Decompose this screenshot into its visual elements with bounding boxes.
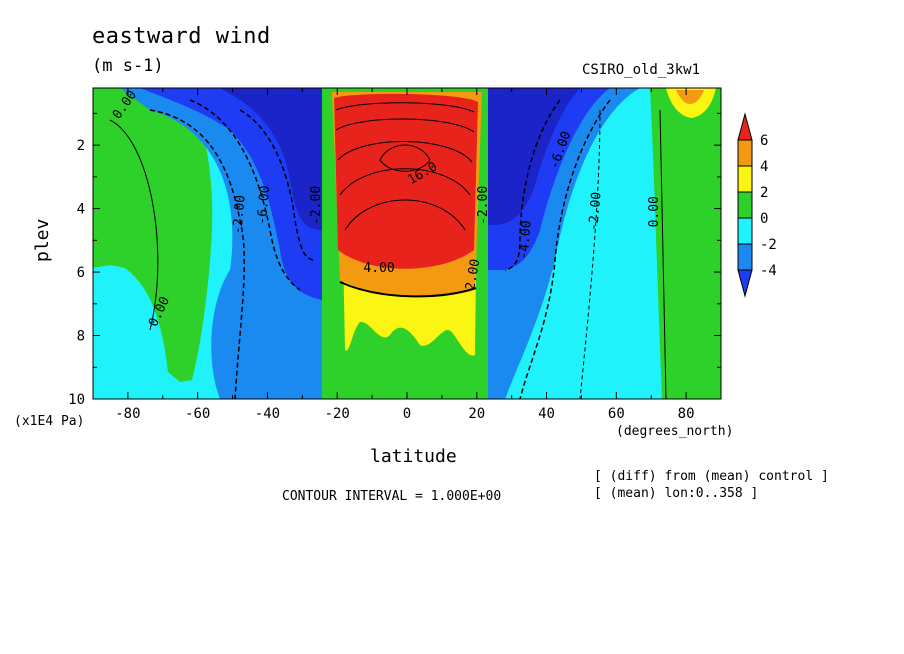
colorbar-label: 6 — [760, 133, 768, 149]
contour-label: -2.00 — [230, 194, 248, 234]
south-easterly-inner — [140, 88, 322, 300]
y-tick-label: 10 — [68, 392, 85, 408]
colorbar-box — [737, 191, 753, 219]
colorbar-bottom-arrow — [737, 269, 753, 298]
colorbar-box — [737, 243, 753, 271]
x-tick-label: 40 — [538, 406, 555, 422]
x-tick-label: -40 — [255, 406, 280, 422]
y-tick-label: 4 — [77, 202, 85, 218]
colorbar-box — [737, 217, 753, 245]
north-easterly-core — [488, 88, 580, 225]
axes: -80 -60 -40 -20 0 20 40 60 80 2 4 6 8 10 — [68, 88, 722, 422]
contour-label: -6.00 — [255, 185, 273, 225]
x-axis-label: latitude — [370, 446, 457, 467]
y-tick-label: 6 — [77, 265, 85, 281]
contour-label: 2.00 — [463, 258, 483, 291]
south-easterly-core — [220, 88, 322, 230]
contour-label: -2.00 — [309, 186, 324, 225]
x-tick-label: -20 — [325, 406, 350, 422]
colorbar-label: -4 — [760, 263, 777, 279]
x-tick-label: -80 — [115, 406, 140, 422]
colorbar-label: -2 — [760, 237, 777, 253]
contour-interval: CONTOUR INTERVAL = 1.000E+00 — [282, 489, 502, 504]
contour-label: -4.00 — [516, 220, 534, 260]
model-name: CSIRO_old_3kw1 — [582, 62, 701, 78]
wind-field — [93, 88, 721, 399]
contour-label: 0.00 — [647, 196, 662, 227]
x-unit-label: (degrees_north) — [616, 424, 734, 439]
y-tick-label: 8 — [77, 329, 85, 345]
colorbar-label: 4 — [760, 159, 768, 175]
chart-title: eastward wind — [92, 24, 271, 49]
north-polar-orange — [676, 90, 704, 104]
y-tick-label: 2 — [77, 138, 85, 154]
x-tick-label: 60 — [608, 406, 625, 422]
colorbar-box — [737, 165, 753, 193]
south-polar-westerly-region — [93, 88, 213, 382]
x-tick-label: 20 — [468, 406, 485, 422]
colorbar-top-arrow — [737, 112, 753, 141]
contour-label: -2.00 — [586, 191, 604, 231]
colorbar-label: 0 — [760, 211, 768, 227]
contour-lines — [109, 99, 667, 399]
note-mean: [ (mean) lon:0..358 ] — [594, 486, 759, 501]
colorbar: 6 4 2 0 -2 -4 — [737, 112, 777, 298]
x-tick-label: 0 — [403, 406, 411, 422]
contour-label: 4.00 — [363, 261, 394, 276]
colorbar-box — [737, 139, 753, 167]
colorbar-label: 2 — [760, 185, 768, 201]
north-polar-westerly-region — [650, 88, 721, 399]
note-diff: [ (diff) from (mean) control ] — [594, 469, 829, 484]
jet-red — [334, 93, 478, 269]
chart-units: (m s-1) — [92, 56, 164, 76]
x-tick-label: -60 — [185, 406, 210, 422]
contour-label: -2.00 — [476, 186, 491, 225]
y-unit-label: (x1E4 Pa) — [14, 414, 85, 429]
x-tick-label: 80 — [678, 406, 695, 422]
